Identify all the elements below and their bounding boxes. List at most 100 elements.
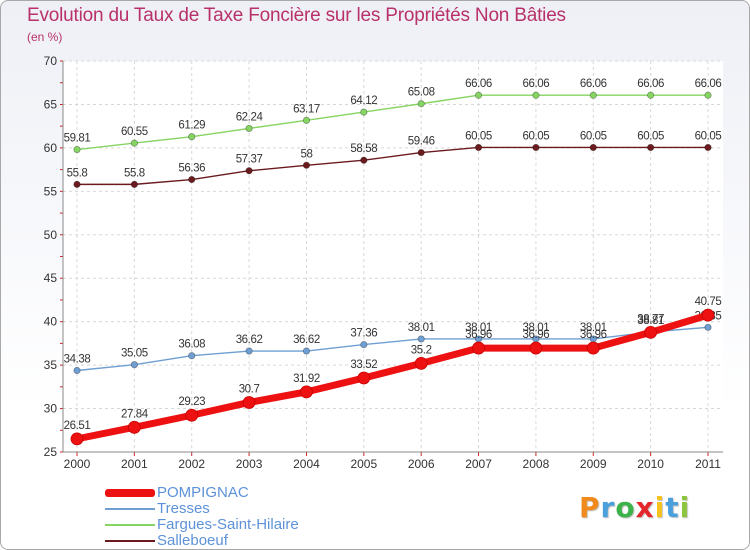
data-point — [300, 385, 313, 399]
x-tick-label: 2003 — [236, 457, 263, 471]
legend-label-pompignac: POMPIGNAC — [157, 484, 249, 501]
data-label: 60.05 — [637, 130, 664, 142]
data-label: 30.7 — [239, 383, 260, 395]
y-tick-label: 60 — [44, 141, 58, 155]
data-point — [414, 356, 428, 370]
series-line — [73, 311, 712, 443]
x-tick-label: 2000 — [64, 457, 91, 471]
data-point — [644, 325, 658, 339]
data-label: 66.06 — [695, 78, 722, 90]
data-label: 38.01 — [523, 322, 550, 334]
data-point — [357, 371, 371, 385]
data-label: 36.96 — [465, 329, 492, 341]
data-label: 64.12 — [350, 95, 377, 107]
data-label: 38.01 — [580, 322, 607, 334]
data-point — [245, 347, 253, 355]
y-tick-label: 55 — [44, 184, 58, 198]
logo-letter: x — [635, 491, 655, 524]
data-point — [360, 341, 368, 349]
legend-item-pompignac[interactable]: POMPIGNAC — [105, 484, 365, 501]
data-point — [474, 91, 483, 99]
logo-letter: r — [600, 491, 616, 524]
legend-swatch-salleboeuf — [105, 540, 155, 542]
y-tick-label: 70 — [44, 54, 58, 68]
data-label: 36.96 — [523, 329, 550, 341]
data-label: 37.36 — [350, 328, 377, 340]
data-label: 31.92 — [293, 373, 320, 385]
data-label: 63.17 — [293, 103, 320, 115]
data-label: 36.08 — [178, 339, 205, 351]
legend-item-tresses[interactable]: Tresses — [105, 500, 365, 517]
data-label: 66.06 — [637, 78, 664, 90]
data-point — [474, 143, 483, 152]
x-tick-label: 2006 — [408, 457, 435, 471]
x-tick-label: 2001 — [121, 457, 148, 471]
data-label: 60.05 — [523, 130, 550, 142]
data-label: 58.58 — [350, 143, 377, 155]
legend-swatch-pompignac — [105, 489, 155, 497]
y-tick-label: 45 — [44, 271, 58, 285]
y-tick-label: 25 — [44, 445, 58, 459]
data-point — [472, 341, 485, 355]
data-label: 36.96 — [580, 329, 607, 341]
logo-letter: o — [615, 491, 636, 524]
data-point — [188, 133, 196, 141]
data-label: 60.05 — [465, 130, 492, 142]
data-label: 62.24 — [236, 111, 264, 123]
proxiti-logo: Proxiti — [579, 491, 690, 524]
y-tick-label: 50 — [44, 228, 58, 242]
data-point — [73, 180, 81, 188]
legend-label-fargues-saint-hilaire: Fargues-Saint-Hilaire — [157, 516, 299, 533]
data-point — [185, 408, 199, 422]
legend-item-salleboeuf[interactable]: Salleboeuf — [105, 532, 365, 549]
legend-swatch-fargues-saint-hilaire — [105, 524, 155, 526]
data-point — [360, 156, 368, 164]
series-line — [76, 326, 709, 372]
legend-item-fargues-saint-hilaire[interactable]: Fargues-Saint-Hilaire — [105, 516, 365, 533]
x-tick-label: 2007 — [465, 457, 492, 471]
data-label: 34.38 — [64, 353, 91, 365]
data-label: 57.37 — [236, 154, 263, 166]
data-point — [701, 308, 715, 322]
data-point — [704, 143, 712, 152]
data-label: 56.36 — [178, 163, 205, 175]
x-tick-label: 2002 — [178, 457, 205, 471]
x-tick-label: 2009 — [580, 457, 607, 471]
x-tick-label: 2008 — [523, 457, 550, 471]
data-point — [417, 100, 425, 108]
data-label: 65.08 — [408, 87, 435, 99]
logo-letter: P — [579, 491, 601, 524]
data-point — [130, 361, 138, 369]
data-point — [302, 116, 311, 124]
data-point — [302, 347, 311, 355]
data-label: 60.05 — [580, 130, 607, 142]
data-point — [417, 335, 425, 343]
data-point — [188, 352, 196, 360]
data-label: 60.55 — [121, 126, 148, 138]
data-label: 38.01 — [465, 322, 492, 334]
x-tick-label: 2004 — [293, 457, 320, 471]
series-line — [76, 94, 709, 151]
logo-letter: i — [679, 491, 691, 524]
data-label: 26.51 — [64, 420, 91, 432]
data-label: 36.62 — [236, 334, 263, 346]
logo-letter: i — [654, 491, 666, 524]
plot-area — [63, 61, 723, 452]
legend-label-salleboeuf: Salleboeuf — [157, 532, 228, 549]
data-point — [647, 143, 655, 152]
data-point — [647, 91, 655, 99]
data-label: 38.81 — [637, 315, 664, 327]
data-point — [245, 167, 253, 175]
data-point — [532, 91, 540, 99]
data-label: 35.05 — [121, 348, 148, 360]
data-point — [589, 91, 597, 99]
data-label: 35.2 — [411, 344, 432, 356]
data-point — [73, 145, 81, 154]
data-point — [704, 323, 712, 331]
data-label: 33.52 — [350, 359, 377, 371]
data-point — [242, 396, 256, 409]
chart-title: Evolution du Taux de Taxe Foncière sur l… — [27, 5, 566, 26]
data-label: 55.8 — [67, 167, 88, 179]
data-point — [73, 366, 81, 375]
